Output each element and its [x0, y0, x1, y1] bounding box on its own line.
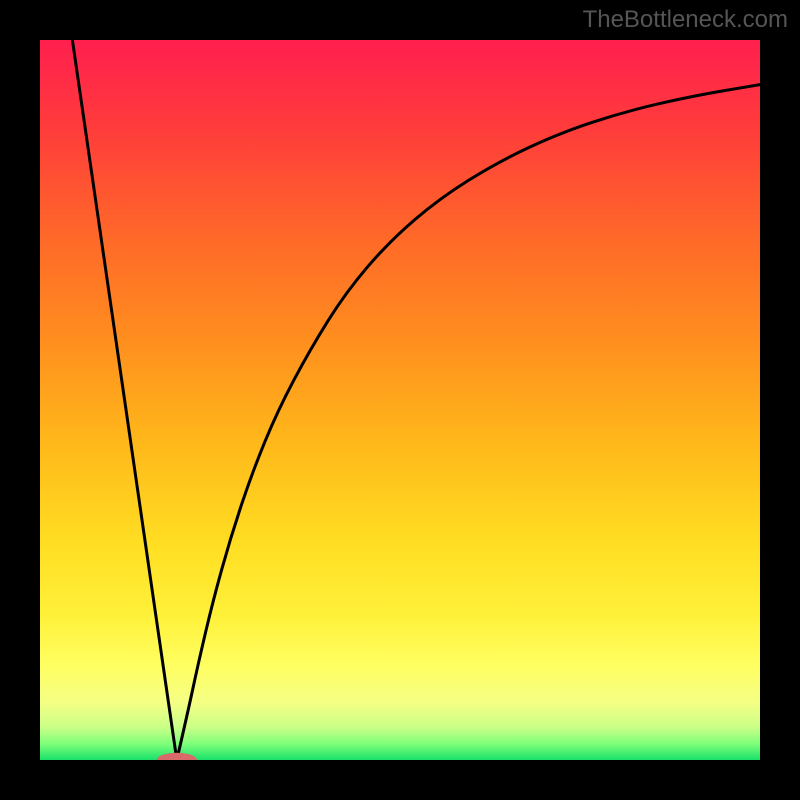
watermark-label: TheBottleneck.com [583, 6, 788, 34]
chart-container: TheBottleneck.com [0, 0, 800, 800]
plot-background [40, 40, 760, 760]
bottleneck-chart [40, 40, 760, 760]
